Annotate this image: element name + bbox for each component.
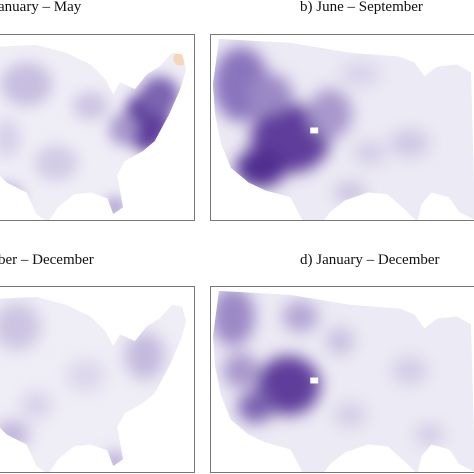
panel-c-map [0, 286, 195, 473]
missing-cell [310, 127, 319, 134]
panel-d-map [210, 286, 474, 473]
panel-b-map [210, 34, 474, 221]
us-land-b [212, 38, 474, 220]
panel-a-title: anuary – May [0, 0, 82, 15]
panel-a-map [0, 34, 195, 221]
panel-b-title: b) June – September [300, 0, 423, 15]
us-land-a [0, 44, 187, 220]
panel-c-map-svg [0, 296, 187, 472]
panel-c-title: ber – December [0, 252, 94, 268]
us-land-c [0, 296, 187, 472]
panel-d-title: d) January – December [300, 252, 440, 268]
panel-d-map-svg [212, 290, 474, 472]
us-land-d [212, 290, 474, 472]
missing-cell [310, 377, 319, 384]
peach-spot [173, 51, 187, 66]
panel-b-map-svg [212, 38, 474, 220]
panel-a-map-svg [0, 44, 187, 220]
